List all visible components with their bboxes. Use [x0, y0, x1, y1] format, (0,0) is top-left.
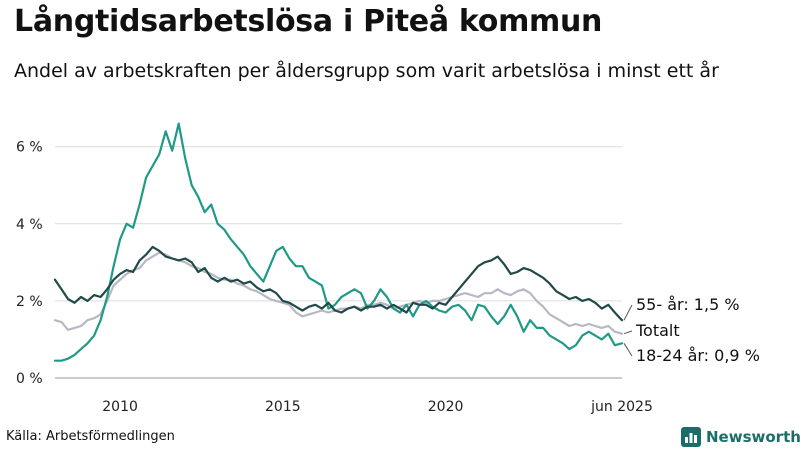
series-line-totalt — [53, 251, 624, 335]
end-label-unga: 18-24 år: 0,9 % — [636, 346, 760, 365]
y-tick-label: 0 % — [16, 371, 43, 387]
chart-subtitle: Andel av arbetskraften per åldersgrupp s… — [14, 60, 719, 82]
y-tick-label: 4 % — [16, 217, 43, 233]
end-label-aldre: 55- år: 1,5 % — [636, 295, 740, 314]
x-tick-label: 2010 — [102, 399, 138, 415]
source-note: Källa: Arbetsförmedlingen — [6, 429, 175, 444]
chart-title: Långtidsarbetslösa i Piteå kommun — [14, 4, 603, 39]
end-label-leader — [623, 304, 633, 321]
series-line-aldre — [53, 245, 624, 322]
end-labels: Totalt 18-24 år: 0,9 % 55- år: 1,5 % — [623, 295, 760, 365]
series-line-unga — [53, 122, 624, 362]
y-tick-label: 2 % — [16, 294, 43, 310]
gridlines — [55, 146, 622, 379]
x-tick-label: 2020 — [428, 399, 464, 415]
series-lines — [53, 122, 624, 362]
x-tick-label: jun 2025 — [590, 399, 653, 415]
axis-tick-labels: 0 % 2 % 4 % 6 % 2010 2015 2020 jun 2025 — [16, 140, 653, 415]
bar-chart-logo-icon — [681, 427, 701, 447]
end-label-leader — [623, 330, 633, 335]
end-label-totalt: Totalt — [635, 321, 680, 340]
brand-name: Newsworthy — [706, 428, 800, 446]
x-tick-label: 2015 — [265, 399, 301, 415]
end-label-leader — [623, 343, 633, 357]
brand-logo: Newsworthy — [681, 426, 800, 448]
y-tick-label: 6 % — [16, 140, 43, 156]
